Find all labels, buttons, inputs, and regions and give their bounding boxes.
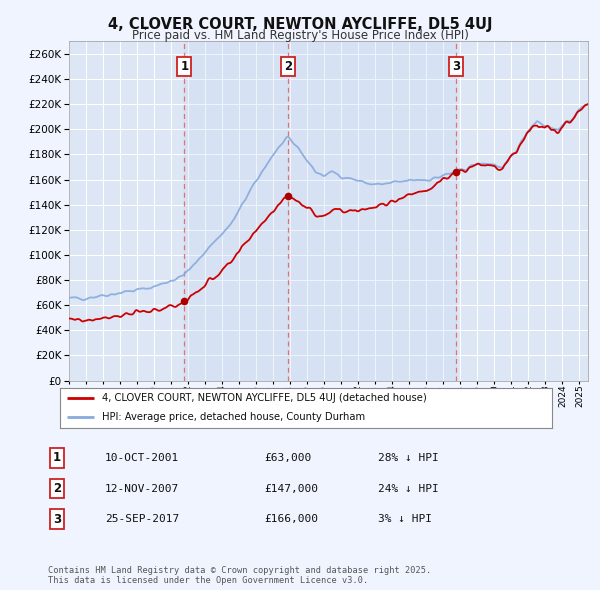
Text: 4, CLOVER COURT, NEWTON AYCLIFFE, DL5 4UJ: 4, CLOVER COURT, NEWTON AYCLIFFE, DL5 4U… [108,17,492,31]
Text: 1: 1 [53,451,61,464]
Text: Contains HM Land Registry data © Crown copyright and database right 2025.
This d: Contains HM Land Registry data © Crown c… [48,566,431,585]
Text: 12-NOV-2007: 12-NOV-2007 [105,484,179,493]
Text: 24% ↓ HPI: 24% ↓ HPI [378,484,439,493]
Text: Price paid vs. HM Land Registry's House Price Index (HPI): Price paid vs. HM Land Registry's House … [131,30,469,42]
Text: 3: 3 [452,60,460,73]
Text: 10-OCT-2001: 10-OCT-2001 [105,453,179,463]
Text: 1: 1 [181,60,188,73]
Text: 2: 2 [284,60,292,73]
Text: 25-SEP-2017: 25-SEP-2017 [105,514,179,524]
Text: £63,000: £63,000 [264,453,311,463]
Text: 2: 2 [53,482,61,495]
Text: £166,000: £166,000 [264,514,318,524]
Text: HPI: Average price, detached house, County Durham: HPI: Average price, detached house, Coun… [102,412,365,422]
Text: 4, CLOVER COURT, NEWTON AYCLIFFE, DL5 4UJ (detached house): 4, CLOVER COURT, NEWTON AYCLIFFE, DL5 4U… [102,394,427,404]
Text: 28% ↓ HPI: 28% ↓ HPI [378,453,439,463]
Text: 3% ↓ HPI: 3% ↓ HPI [378,514,432,524]
Text: 3: 3 [53,513,61,526]
Text: £147,000: £147,000 [264,484,318,493]
Bar [184,41,456,381]
